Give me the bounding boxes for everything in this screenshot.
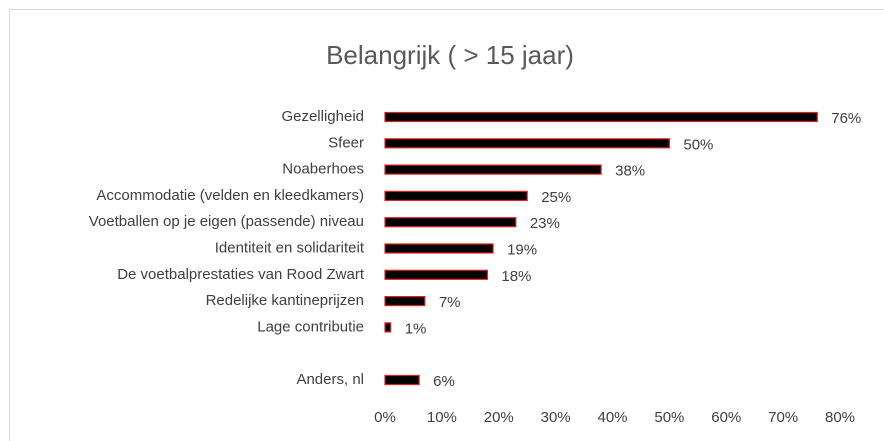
value-label: 76% (831, 110, 861, 127)
bar (384, 269, 488, 280)
value-label: 19% (507, 241, 537, 258)
x-tick-label: 50% (654, 409, 684, 426)
value-label: 18% (501, 268, 531, 285)
chart-border (9, 9, 884, 441)
y-tick-label: Anders, nl (296, 371, 364, 388)
bar (384, 296, 426, 307)
value-label: 6% (433, 373, 455, 390)
value-label: 50% (683, 136, 713, 153)
chart-title: Belangrijk ( > 15 jaar) (326, 40, 574, 70)
value-label: 38% (615, 163, 645, 180)
value-label: 1% (405, 320, 427, 337)
value-label: 7% (439, 294, 461, 311)
value-label: 25% (541, 189, 571, 206)
x-tick-label: 40% (597, 409, 627, 426)
x-tick-label: 70% (768, 409, 798, 426)
x-tick-label: 0% (374, 409, 396, 426)
y-tick-label: Sfeer (328, 134, 364, 151)
bar (384, 322, 392, 333)
bar (384, 243, 494, 254)
bar (384, 111, 818, 123)
x-tick-label: 20% (484, 409, 514, 426)
y-tick-label: Gezelligheid (281, 108, 364, 125)
y-tick-label: Identiteit en solidariteit (215, 239, 365, 256)
y-tick-label: Redelijke kantineprijzen (206, 292, 364, 309)
y-tick-label: Lage contributie (257, 318, 364, 335)
x-tick-label: 10% (427, 409, 457, 426)
value-label: 23% (530, 215, 560, 232)
x-tick-label: 30% (541, 409, 571, 426)
x-tick-label: 80% (825, 409, 855, 426)
bar (384, 138, 670, 149)
x-tick-label: 60% (711, 409, 741, 426)
y-tick-label: Accommodatie (velden en kleedkamers) (96, 187, 364, 204)
y-tick-label: Voetballen op je eigen (passende) niveau (89, 213, 364, 230)
bar (384, 374, 420, 386)
bar (384, 217, 517, 228)
y-tick-label: Noaberhoes (282, 161, 364, 178)
y-tick-label: De voetbalprestaties van Rood Zwart (117, 266, 365, 283)
bar (384, 190, 528, 201)
bar (384, 164, 602, 175)
